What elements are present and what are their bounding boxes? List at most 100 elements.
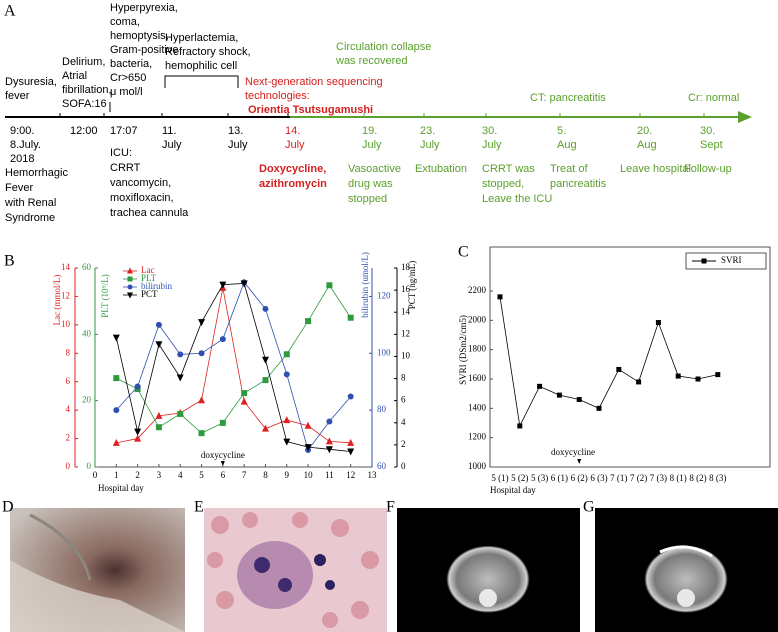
legend-marker [127, 276, 133, 282]
y-tick-label: 6 [66, 376, 71, 386]
marker [596, 405, 602, 411]
marker [695, 376, 701, 382]
event-above: Gram-positive [110, 44, 178, 56]
event-above: fibrillation, [62, 84, 112, 96]
marker [176, 374, 184, 382]
event-below: Leave hospital [620, 163, 691, 175]
event-date: July [162, 139, 182, 151]
event-date: Aug [557, 139, 577, 151]
photo-d [10, 508, 185, 632]
event-above: Hyperpyrexia, [110, 2, 178, 14]
marker [304, 421, 312, 429]
event-date: 30. [700, 125, 715, 137]
event-below: stopped [348, 193, 387, 205]
x-tick-label: 5 (1) [491, 473, 508, 483]
y-tick-label: 1800 [468, 344, 487, 354]
x-tick-label: 7 (1) [610, 473, 627, 483]
y-tick-label: 2200 [468, 285, 487, 295]
x-axis-label: Hospital day [490, 485, 536, 495]
marker [347, 448, 355, 456]
marker [715, 372, 721, 378]
event-above: was recovered [335, 55, 408, 67]
event-below: pancreatitis [550, 178, 607, 190]
marker [616, 366, 622, 372]
marker [112, 334, 120, 342]
marker [177, 410, 184, 417]
event-below: Fever [5, 182, 33, 194]
axis-frame [489, 246, 771, 468]
marker [347, 438, 355, 446]
marker [261, 356, 269, 364]
y-axis-label: bilirubin (umol/L) [360, 252, 370, 318]
marker [347, 393, 354, 400]
panel-label: G [583, 499, 595, 516]
y-tick-label: 6 [401, 395, 406, 405]
y-tick-label: 16 [401, 284, 411, 294]
photo-g [595, 508, 778, 632]
y-tick-label: 20 [82, 395, 92, 405]
marker [556, 392, 562, 398]
marker [636, 379, 642, 385]
series-line [116, 284, 352, 434]
x-tick-label: 2 [135, 470, 140, 480]
event-date: 23. [420, 125, 435, 137]
y-tick-label: 4 [66, 404, 71, 414]
marker [219, 281, 227, 289]
marker [347, 314, 354, 321]
event-below: drug was [348, 178, 393, 190]
x-tick-label: 6 (3) [590, 473, 607, 483]
x-tick-label: 13 [368, 470, 378, 480]
event-date: 19. [362, 125, 377, 137]
marker [134, 428, 142, 436]
y-tick-label: 18 [401, 262, 411, 272]
y-tick-label: 2000 [468, 314, 487, 324]
legend-label: bilirubin [141, 281, 172, 291]
y-tick-label: 14 [61, 262, 71, 272]
x-tick-label: 7 (3) [650, 473, 667, 483]
marker [517, 423, 523, 429]
x-tick-label: 5 (3) [531, 473, 548, 483]
y-tick-label: 8 [66, 347, 71, 357]
legend-marker [127, 292, 133, 299]
series-line [115, 283, 351, 452]
marker [240, 397, 248, 405]
y-tick-label: 120 [377, 290, 391, 300]
event-date: July [482, 139, 502, 151]
event-below: vancomycin, [110, 177, 171, 189]
y-tick-label: 1000 [468, 461, 487, 471]
event-date: 13. [228, 125, 243, 137]
event-below: stopped, [482, 178, 524, 190]
event-date: July [228, 139, 248, 151]
panel-label: D [2, 499, 14, 516]
event-above: Dysuresia, [5, 76, 57, 88]
panel-label: C [458, 244, 469, 261]
x-tick-label: 5 [199, 470, 204, 480]
event-date: 9:00. [10, 125, 34, 137]
marker [155, 424, 162, 431]
legend-box [685, 252, 767, 270]
event-below: Follow-up [684, 163, 732, 175]
event-below: azithromycin [259, 178, 327, 190]
x-tick-label: 6 (2) [571, 473, 588, 483]
marker [198, 430, 205, 437]
x-tick-label: 6 (1) [551, 473, 568, 483]
marker [283, 351, 290, 358]
marker [219, 419, 226, 426]
event-above: hemoptysis, [110, 30, 169, 42]
annotation-arrow [577, 459, 582, 464]
y-tick-label: 12 [61, 290, 70, 300]
y-axis-label: PLT (10⁹/L) [100, 274, 110, 317]
x-tick-label: 8 (2) [689, 473, 706, 483]
marker [241, 390, 248, 397]
x-axis-label: Hospital day [98, 483, 144, 493]
marker [262, 305, 269, 312]
event-below: with Renal [4, 197, 56, 209]
marker [537, 383, 543, 389]
x-tick-label: 11 [325, 470, 334, 480]
marker [240, 280, 248, 288]
event-below: ICU: [110, 147, 132, 159]
annotation: doxycycline [551, 447, 595, 457]
y-tick-label: 0 [66, 461, 71, 471]
event-above: CT: pancreatitis [530, 92, 606, 104]
panel-label: E [194, 499, 204, 516]
